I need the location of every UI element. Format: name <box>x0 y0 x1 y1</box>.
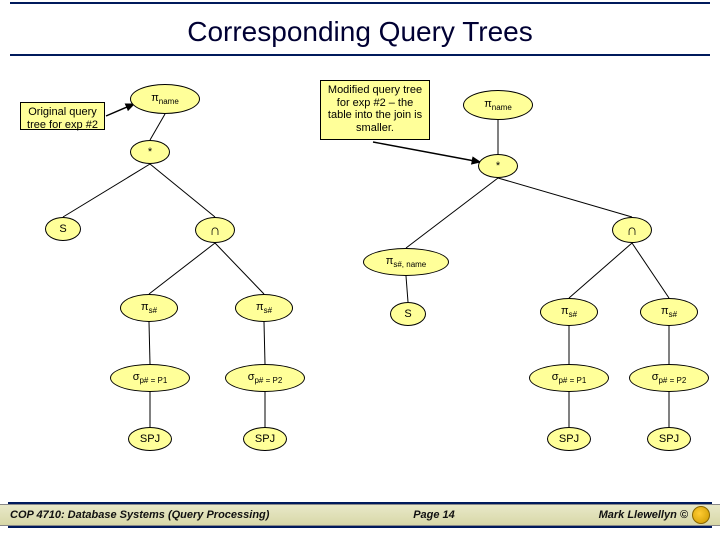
footer-left: COP 4710: Database Systems (Query Proces… <box>10 509 269 521</box>
pi-sub: name <box>159 97 179 106</box>
right-spj-right: SPJ <box>647 427 691 451</box>
footer: COP 4710: Database Systems (Query Proces… <box>0 502 720 542</box>
footer-center: Page 14 <box>269 509 598 521</box>
footer-bar: COP 4710: Database Systems (Query Proces… <box>0 504 720 526</box>
rule-mid <box>10 54 710 56</box>
footer-rule-bottom <box>8 526 712 528</box>
left-callout: Original query tree for exp #2 <box>20 102 105 130</box>
left-sigma-p1: σp# = P1 <box>110 364 190 392</box>
right-pi-s-right: πs# <box>640 298 698 326</box>
left-intersect: ∩ <box>195 217 235 243</box>
right-intersect: ∩ <box>612 217 652 243</box>
right-callout: Modified query tree for exp #2 – the tab… <box>320 80 430 140</box>
right-sigma-p2: σp# = P2 <box>629 364 709 392</box>
pi-symbol: π <box>151 92 159 104</box>
left-sigma-p2: σp# = P2 <box>225 364 305 392</box>
left-pi-s-left: πs# <box>120 294 178 322</box>
left-pi-s-right: πs# <box>235 294 293 322</box>
right-pi-sname: πs#, name <box>363 248 449 276</box>
right-spj-left: SPJ <box>547 427 591 451</box>
left-spj-left: SPJ <box>128 427 172 451</box>
right-sigma-p1: σp# = P1 <box>529 364 609 392</box>
right-pi-s-left: πs# <box>540 298 598 326</box>
right-pi-name: πname <box>463 90 533 120</box>
page-title: Corresponding Query Trees <box>0 4 720 52</box>
left-spj-right: SPJ <box>243 427 287 451</box>
left-star: * <box>130 140 170 164</box>
left-S: S <box>45 217 81 241</box>
diagram-canvas: Original query tree for exp #2 πname * S… <box>0 62 720 492</box>
right-S: S <box>390 302 426 326</box>
footer-right: Mark Llewellyn © <box>599 509 688 521</box>
right-star: * <box>478 154 518 178</box>
logo-icon <box>692 506 710 524</box>
left-pi-name: πname <box>130 84 200 114</box>
